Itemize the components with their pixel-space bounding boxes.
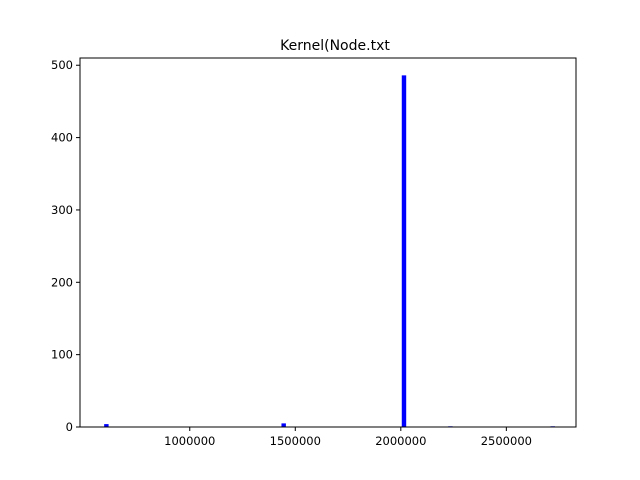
bars-group: [104, 75, 555, 427]
x-tick-label: 2500000: [481, 434, 532, 448]
bar: [104, 424, 109, 427]
y-tick-label: 200: [51, 275, 73, 289]
x-axis-ticks: 1000000 1500000 2000000 2500000: [164, 427, 532, 448]
x-tick-label: 1000000: [164, 434, 215, 448]
y-tick-label: 300: [51, 203, 73, 217]
bar: [281, 423, 286, 427]
y-tick-label: 100: [51, 348, 73, 362]
y-tick-label: 500: [51, 58, 73, 72]
x-tick-label: 1500000: [270, 434, 321, 448]
y-tick-label: 0: [66, 420, 73, 434]
plot-frame: [79, 57, 577, 428]
bar: [401, 75, 407, 427]
x-tick-label: 2000000: [375, 434, 426, 448]
y-tick-label: 400: [51, 131, 73, 145]
chart-title: Kernel(Node.txt: [280, 38, 390, 54]
y-axis-ticks: 0 100 200 300 400 500: [51, 58, 80, 434]
